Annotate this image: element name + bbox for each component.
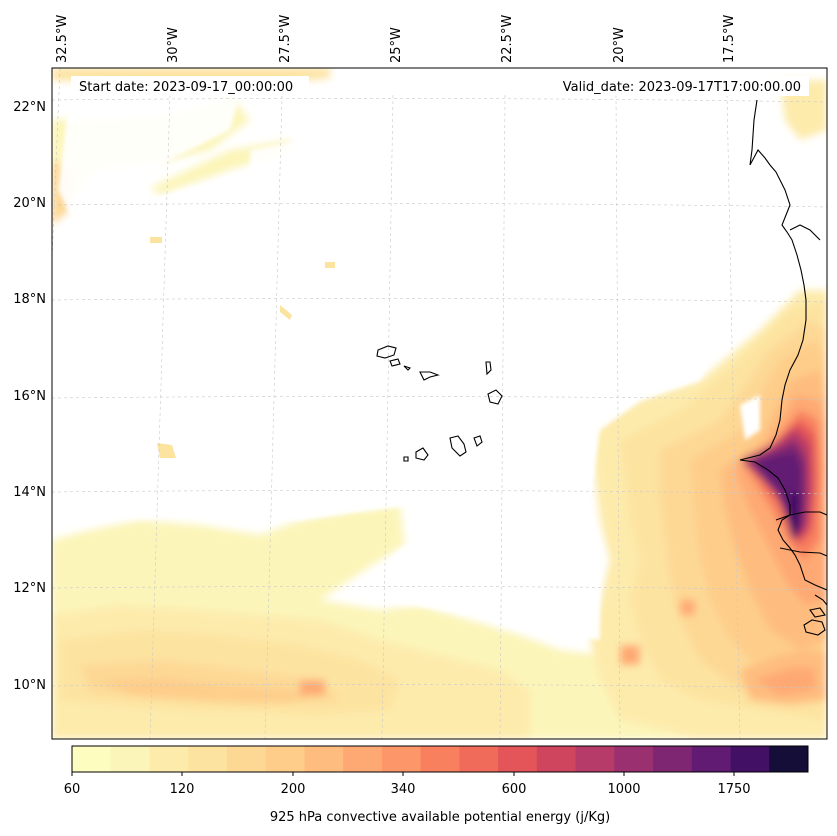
lon-label-32-5w: 32.5°W xyxy=(55,15,70,63)
lat-label-22n: 22°N xyxy=(13,100,46,115)
colorbar-cell xyxy=(226,746,267,772)
colorbar-tick-1000: 1000 xyxy=(607,782,640,797)
colorbar-cell xyxy=(614,746,654,772)
colorbar-cell xyxy=(265,746,305,772)
colorbar-cell xyxy=(72,746,112,772)
lat-label-14n: 14°N xyxy=(13,485,46,500)
colorbar-cell xyxy=(188,746,228,772)
colorbar-cell xyxy=(691,746,732,772)
colorbar-cell xyxy=(575,746,615,772)
cape-field xyxy=(52,68,827,739)
colorbar-cell xyxy=(149,746,189,772)
colorbar: 60 120 200 340 600 1000 1750 925 hPa con… xyxy=(64,745,809,825)
lon-label-22-5w: 22.5°W xyxy=(500,15,515,63)
colorbar-ticks xyxy=(71,772,735,776)
lon-label-25w: 25°W xyxy=(389,27,404,63)
map-frame xyxy=(51,67,828,740)
colorbar-tick-600: 600 xyxy=(502,782,527,797)
valid-date-label: Valid_date: 2023-09-17T17:00:00.00 xyxy=(563,80,801,95)
colorbar-tick-340: 340 xyxy=(391,782,416,797)
colorbar-tick-200: 200 xyxy=(281,782,306,797)
lon-label-30w: 30°W xyxy=(166,27,181,63)
lat-label-12n: 12°N xyxy=(13,581,46,596)
coastlines xyxy=(376,99,827,636)
lon-label-27-5w: 27.5°W xyxy=(278,15,293,63)
colorbar-cell xyxy=(420,746,460,772)
start-date-label: Start date: 2023-09-17_00:00:00 xyxy=(79,80,293,95)
lon-label-17-5w: 17.5°W xyxy=(722,15,737,63)
colorbar-tick-120: 120 xyxy=(170,782,195,797)
colorbar-cell xyxy=(304,746,344,772)
start-date-box xyxy=(71,76,309,96)
lat-label-10n: 10°N xyxy=(13,678,46,693)
graticule xyxy=(52,68,827,739)
colorbar-cell xyxy=(459,746,499,772)
lat-label-18n: 18°N xyxy=(13,292,46,307)
colorbar-cell xyxy=(110,746,150,772)
colorbar-cell xyxy=(536,746,577,772)
colorbar-frame xyxy=(71,745,809,773)
lat-label-20n: 20°N xyxy=(13,196,46,211)
lat-label-16n: 16°N xyxy=(13,389,46,404)
colorbar-cell xyxy=(498,746,538,772)
longitude-labels: 32.5°W 30°W 27.5°W 25°W 22.5°W 20°W 17.5… xyxy=(55,15,737,63)
colorbar-tick-60: 60 xyxy=(64,782,81,797)
colorbar-cell xyxy=(343,746,383,772)
colorbar-title: 925 hPa convective available potential e… xyxy=(270,810,610,825)
colorbar-tick-1750: 1750 xyxy=(717,782,750,797)
colorbar-cell xyxy=(769,746,809,772)
colorbar-cell xyxy=(653,746,693,772)
lon-label-20w: 20°W xyxy=(612,27,627,63)
latitude-labels: 22°N 20°N 18°N 16°N 14°N 12°N 10°N xyxy=(13,100,46,693)
colorbar-cell xyxy=(381,746,422,772)
colorbar-cell xyxy=(730,746,770,772)
valid-date-box xyxy=(539,76,809,96)
colorbar-cells xyxy=(72,746,809,772)
